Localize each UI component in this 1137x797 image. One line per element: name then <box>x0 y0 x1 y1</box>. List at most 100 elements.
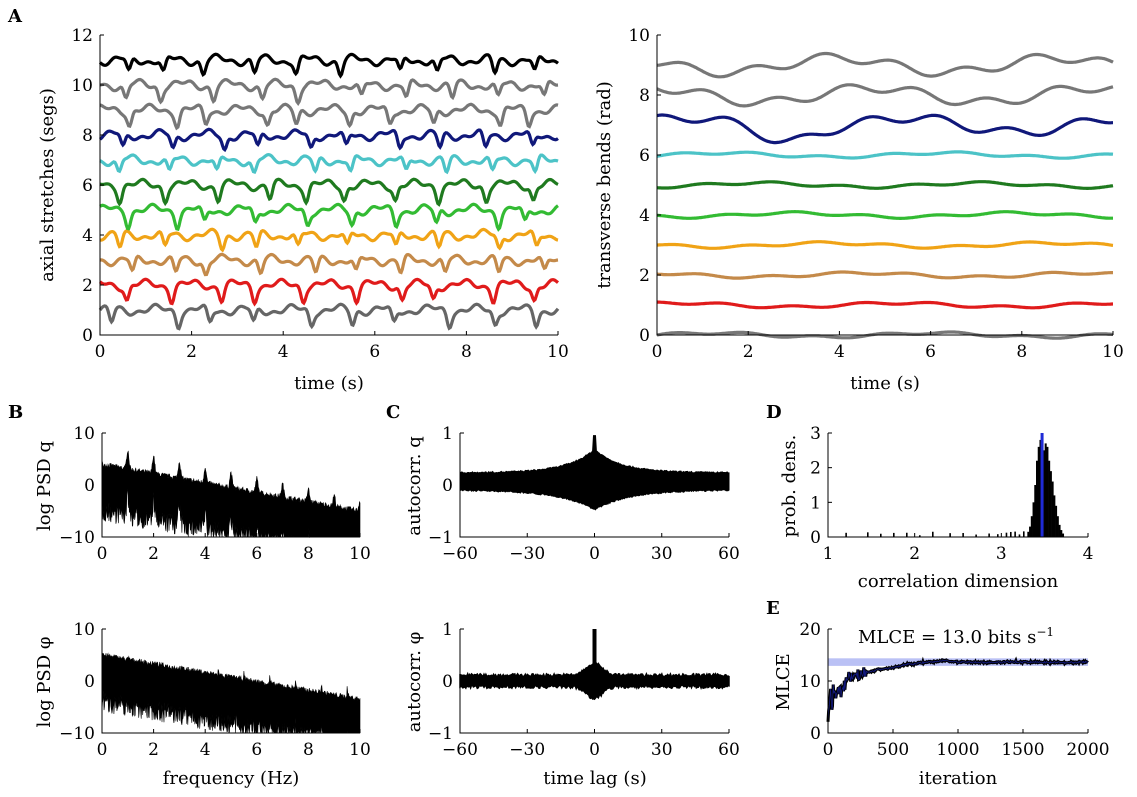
hist-bar <box>1030 516 1033 537</box>
x-tick-label: 6 <box>251 544 262 564</box>
zero-lag-spike <box>592 629 597 681</box>
x-tick-label: 60 <box>718 544 740 564</box>
x-tick-label: 2 <box>743 342 754 362</box>
x-tick-label: 0 <box>95 342 106 362</box>
y-tick-label: 10 <box>73 424 95 444</box>
y-tick-label: 0 <box>84 672 95 692</box>
panel-label-a: A <box>7 6 23 27</box>
y-tick-label: 0 <box>810 724 821 744</box>
x-tick-label: 2 <box>148 544 159 564</box>
hist-bar <box>1046 446 1049 537</box>
x-tick-label: 0 <box>589 544 600 564</box>
x-tick-label: 500 <box>877 740 909 760</box>
x-tick-label: 3 <box>996 544 1007 564</box>
axial-stretches-plot: 0 2 4 6 8 10 0 2 4 6 8 10 12 time (s) axial stretche… <box>37 26 569 394</box>
hist-bar <box>1039 439 1042 537</box>
y-tick-label: 4 <box>639 206 650 226</box>
x-tick-label: 1 <box>823 544 834 564</box>
y-tick-label: 0 <box>82 326 93 346</box>
x-tick-label: 10 <box>547 342 569 362</box>
bend-trace <box>656 209 1113 220</box>
y-axis-label: MLCE <box>773 653 794 710</box>
x-axis-label: time (s) <box>294 373 364 394</box>
hist-bar <box>893 532 895 537</box>
y-tick-label: 8 <box>82 126 93 146</box>
y-tick-label: 0 <box>810 528 821 548</box>
x-tick-label: 0 <box>823 740 834 760</box>
y-tick-label: 0 <box>442 476 453 496</box>
x-axis-label: time lag (s) <box>543 768 646 789</box>
y-tick-label: 2 <box>810 459 821 479</box>
x-tick-label: 0 <box>652 342 663 362</box>
hist-bar <box>1023 531 1025 537</box>
hist-bar <box>997 534 999 537</box>
hist-bar <box>1049 471 1052 537</box>
hist-bar <box>1037 446 1040 537</box>
bend-trace <box>656 113 1113 145</box>
panel-label-b: B <box>8 402 23 423</box>
bend-trace <box>656 240 1114 250</box>
y-tick-label: 2 <box>639 266 650 286</box>
hist-bar <box>1060 530 1063 537</box>
hist-bar <box>880 533 882 537</box>
y-tick-label: 1 <box>810 493 821 513</box>
autocorr-band <box>459 435 730 511</box>
y-tick-label: 1 <box>442 424 453 444</box>
bend-trace <box>657 300 1113 310</box>
x-tick-label: 2 <box>148 740 159 760</box>
panel-label-e: E <box>766 598 780 619</box>
x-tick-label: −60 <box>442 544 478 564</box>
y-tick-label: 10 <box>73 620 95 640</box>
x-tick-label: 6 <box>251 740 262 760</box>
stretch-trace <box>99 252 559 277</box>
stretch-trace <box>99 102 559 131</box>
y-axis-label: prob. dens. <box>779 435 800 538</box>
y-tick-label: 6 <box>82 176 93 196</box>
y-tick-label: 4 <box>82 226 93 246</box>
hist-bar <box>1056 516 1059 537</box>
hist-bar <box>1051 481 1054 537</box>
stretch-trace <box>98 127 559 153</box>
hist-bar <box>906 532 908 537</box>
hist-bar <box>1027 531 1030 537</box>
hist-bar <box>1034 485 1037 537</box>
x-tick-label: 8 <box>461 342 472 362</box>
mlce-convergence-plot: 0 500 1000 1500 2000 0 10 20 iteration MLCE MLC… <box>773 620 1110 789</box>
y-tick-label: 2 <box>82 276 93 296</box>
y-tick-label: −10 <box>59 528 95 548</box>
x-tick-label: 10 <box>349 740 371 760</box>
y-tick-label: 8 <box>639 86 650 106</box>
y-tick-label: 0 <box>639 326 650 346</box>
hist-bar <box>1005 532 1008 537</box>
x-tick-label: 4 <box>1083 544 1094 564</box>
mlce-annotation: MLCE = 13.0 bits s−1 <box>858 625 1054 648</box>
x-tick-label: 4 <box>278 342 289 362</box>
x-tick-label: 2 <box>186 342 197 362</box>
autocorr-phi-plot: −60 −30 0 30 60 −1 0 1 time lag (s) autocorr. φ <box>404 620 740 789</box>
y-tick-label: 10 <box>628 26 650 46</box>
hist-bar <box>932 531 934 537</box>
x-axis-label: time (s) <box>850 373 920 394</box>
mlce-trace-highlight <box>827 659 1089 722</box>
x-tick-label: 30 <box>651 544 673 564</box>
bend-trace <box>656 330 1113 340</box>
hist-bar <box>867 532 869 537</box>
autocorr-band <box>459 661 730 701</box>
hist-bar <box>1048 460 1051 537</box>
stretch-trace <box>98 52 560 79</box>
hist-bar <box>1036 460 1039 537</box>
stretch-trace <box>99 177 559 207</box>
stretch-trace <box>98 302 560 331</box>
x-tick-label: 8 <box>303 544 314 564</box>
x-tick-label: 2000 <box>1066 740 1109 760</box>
x-tick-label: 4 <box>834 342 845 362</box>
bend-trace <box>656 270 1113 280</box>
hist-bar <box>962 533 964 537</box>
y-tick-label: 10 <box>71 76 93 96</box>
x-axis-label: frequency (Hz) <box>163 768 299 789</box>
x-tick-label: 0 <box>97 544 108 564</box>
x-tick-label: −60 <box>442 740 478 760</box>
